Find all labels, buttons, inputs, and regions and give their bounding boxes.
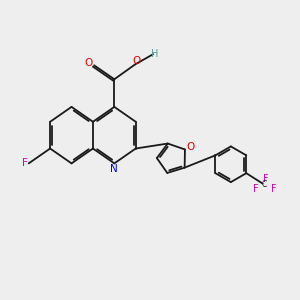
Text: O: O: [133, 56, 141, 66]
Text: H: H: [151, 49, 158, 59]
Text: F: F: [263, 174, 269, 184]
Text: C: C: [262, 180, 267, 189]
Text: F: F: [22, 158, 28, 168]
Text: F: F: [253, 184, 259, 194]
Text: F: F: [271, 184, 277, 194]
Text: N: N: [110, 164, 118, 174]
Text: O: O: [85, 58, 93, 68]
Text: O: O: [186, 142, 194, 152]
